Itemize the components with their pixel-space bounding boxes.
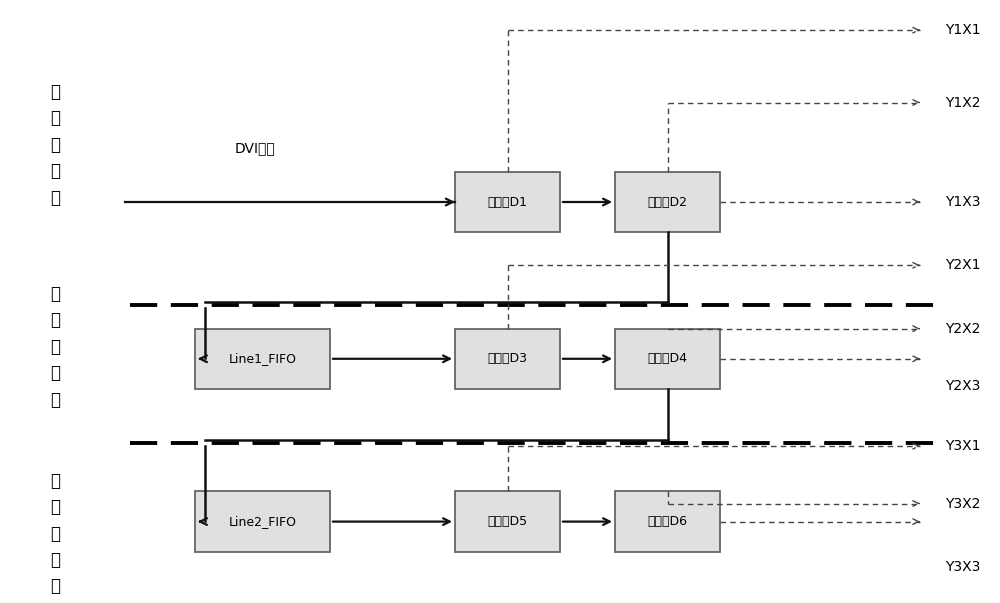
Text: Y3X2: Y3X2 <box>945 496 980 511</box>
Bar <box>615 172 720 232</box>
Bar <box>455 329 560 389</box>
Text: 寄存器D2: 寄存器D2 <box>648 195 688 209</box>
Text: Y3X3: Y3X3 <box>945 560 980 574</box>
Text: 第
三
级
缓
存: 第 三 级 缓 存 <box>50 472 60 595</box>
Text: Line2_FIFO: Line2_FIFO <box>228 515 296 528</box>
Text: 寄存器D4: 寄存器D4 <box>648 352 688 365</box>
Text: Y1X3: Y1X3 <box>945 195 980 209</box>
Bar <box>195 491 330 552</box>
Bar <box>195 329 330 389</box>
Text: 寄存器D5: 寄存器D5 <box>487 515 528 528</box>
Text: Y1X1: Y1X1 <box>945 23 981 37</box>
Text: DVI数据: DVI数据 <box>235 140 275 155</box>
Text: 第
二
级
缓
存: 第 二 级 缓 存 <box>50 285 60 408</box>
Text: Y2X1: Y2X1 <box>945 258 980 273</box>
Bar <box>615 329 720 389</box>
Bar <box>615 491 720 552</box>
Text: Y2X2: Y2X2 <box>945 321 980 336</box>
Text: Y2X3: Y2X3 <box>945 379 980 393</box>
Text: Y3X1: Y3X1 <box>945 439 980 453</box>
Text: 寄存器D6: 寄存器D6 <box>648 515 688 528</box>
Text: Line1_FIFO: Line1_FIFO <box>228 352 296 365</box>
Text: Y1X2: Y1X2 <box>945 95 980 110</box>
Bar <box>455 172 560 232</box>
Text: 第
一
级
缓
存: 第 一 级 缓 存 <box>50 83 60 206</box>
Text: 寄存器D1: 寄存器D1 <box>488 195 528 209</box>
Bar <box>455 491 560 552</box>
Text: 寄存器D3: 寄存器D3 <box>488 352 528 365</box>
